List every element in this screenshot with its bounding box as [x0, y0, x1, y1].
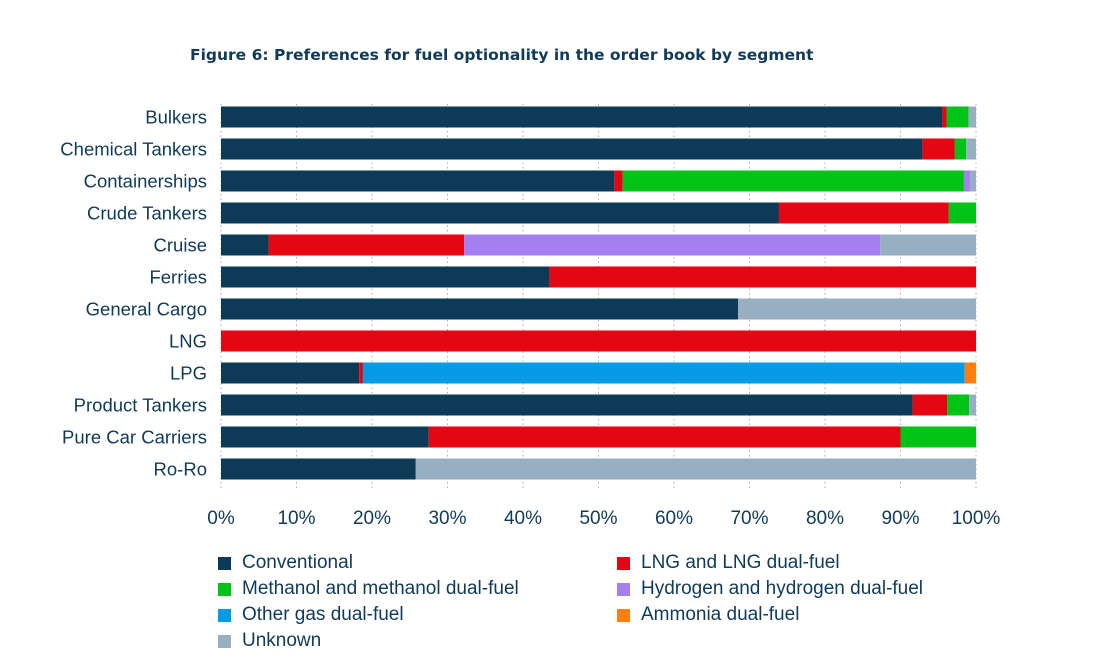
bar-segment [966, 138, 976, 160]
bar-segment [954, 138, 967, 160]
bar-segment [221, 426, 429, 448]
category-label: Bulkers [145, 107, 207, 128]
category-label: LNG [169, 331, 207, 352]
x-tick-label: 100% [952, 508, 1001, 529]
bar-segment [359, 362, 363, 384]
legend-item: Hydrogen and hydrogen dual-fuel [617, 578, 1037, 600]
legend-label: Other gas dual-fuel [242, 604, 404, 625]
bar-segment [942, 106, 947, 128]
legend-label: LNG and LNG dual-fuel [641, 552, 840, 573]
legend: Conventional LNG and LNG dual-fuel Methano… [218, 552, 1078, 652]
legend-label: Hydrogen and hydrogen dual-fuel [641, 578, 924, 599]
bar-segment [221, 298, 739, 320]
bar-chart: Bulkers Chemical Tankers Containerships Cru… [60, 104, 1000, 529]
x-tick-label: 70% [730, 508, 768, 529]
bar-segment [221, 202, 779, 224]
gridlines [220, 104, 977, 488]
legend-label: Methanol and methanol dual-fuel [242, 578, 519, 599]
legend-swatch [218, 582, 231, 596]
bar-segment [415, 458, 976, 480]
category-label: Containerships [84, 171, 207, 192]
bar-segment [221, 458, 416, 480]
legend-label: Unknown [242, 630, 322, 651]
legend-swatch [617, 556, 630, 570]
x-tick-label: 30% [428, 508, 466, 529]
bar-segment [946, 106, 969, 128]
category-label: Cruise [154, 235, 207, 256]
bar-segment [947, 394, 970, 416]
bar-segment [964, 362, 976, 384]
category-label: Ferries [149, 267, 207, 288]
legend-item: Other gas dual-fuel [218, 604, 617, 626]
bar-segment [880, 234, 976, 256]
category-labels: Bulkers Chemical Tankers Containerships Cru… [60, 107, 207, 480]
bars [221, 106, 976, 480]
bar-segment [362, 362, 965, 384]
x-tick-label: 50% [579, 508, 617, 529]
legend-item: Conventional [218, 552, 617, 574]
legend-item: Ammonia dual-fuel [617, 604, 1037, 626]
category-label: Crude Tankers [87, 203, 207, 224]
legend-swatch [218, 556, 231, 570]
legend-swatch [218, 634, 231, 648]
category-label: LPG [170, 363, 207, 384]
legend-swatch [617, 582, 630, 596]
bar-segment [738, 298, 976, 320]
x-tick-label: 40% [504, 508, 542, 529]
legend-item: LNG and LNG dual-fuel [617, 552, 1037, 574]
bar-segment [614, 170, 623, 192]
legend-item: Methanol and methanol dual-fuel [218, 578, 617, 600]
x-tick-label: 0% [207, 508, 235, 529]
bar-segment [963, 170, 970, 192]
category-label: Product Tankers [74, 395, 207, 416]
bar-segment [948, 202, 976, 224]
bar-segment [900, 426, 976, 448]
x-tick-label: 60% [655, 508, 693, 529]
x-tick-label: 10% [277, 508, 315, 529]
category-label: General Cargo [86, 299, 207, 320]
bar-segment [221, 266, 550, 288]
category-label: Pure Car Carriers [62, 427, 207, 448]
category-label: Chemical Tankers [60, 139, 207, 160]
bar-segment [969, 170, 976, 192]
legend-swatch [617, 608, 630, 622]
legend-label: Ammonia dual-fuel [641, 604, 800, 625]
x-tick-label: 80% [806, 508, 844, 529]
bar-segment [912, 394, 948, 416]
x-tick-label: 90% [881, 508, 919, 529]
legend-item: Unknown [218, 630, 617, 652]
legend-swatch [218, 608, 231, 622]
bar-segment [622, 170, 964, 192]
bar-segment [221, 330, 976, 352]
bar-segment [969, 394, 976, 416]
bar-segment [221, 394, 913, 416]
bar-segment [221, 138, 923, 160]
bar-segment [549, 266, 976, 288]
x-tick-labels: 0% 10% 20% 30% 40% 50% 60% 70% 80% 90% 100% [207, 508, 1000, 529]
bar-segment [464, 234, 881, 256]
bar-segment [221, 362, 360, 384]
bar-segment [968, 106, 976, 128]
bar-segment [778, 202, 949, 224]
chart-title: Figure 6: Preferences for fuel optionali… [190, 46, 814, 64]
bar-segment [268, 234, 465, 256]
x-tick-label: 20% [353, 508, 391, 529]
bar-segment [221, 106, 943, 128]
bar-segment [221, 170, 615, 192]
bar-segment [922, 138, 955, 160]
bar-segment [428, 426, 901, 448]
bar-segment [221, 234, 269, 256]
legend-label: Conventional [242, 552, 353, 573]
category-label: Ro-Ro [154, 459, 207, 480]
